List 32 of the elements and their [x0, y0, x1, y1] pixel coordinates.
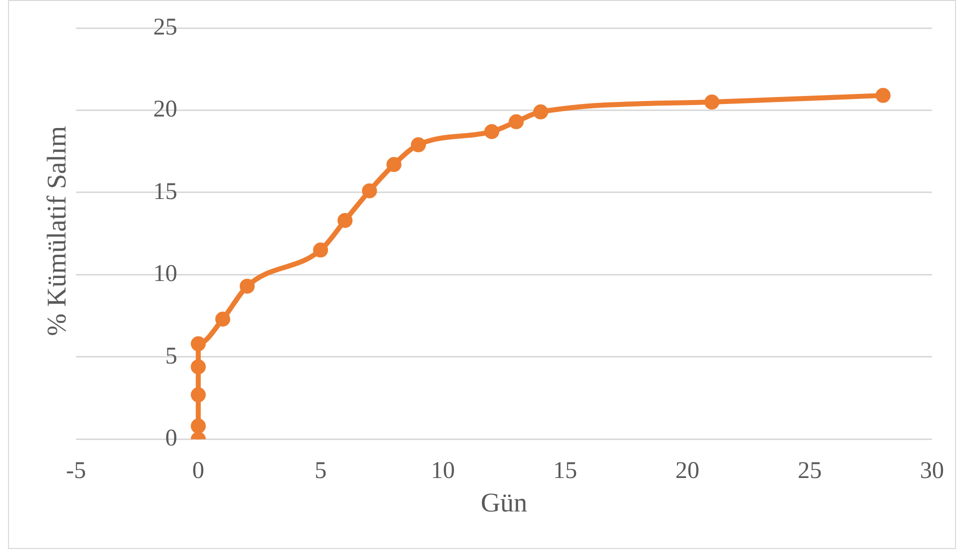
point	[876, 88, 891, 103]
y-tick-label: 15	[153, 178, 178, 205]
point	[190, 387, 206, 402]
y-axis-title: % Kümülatif Salım	[42, 126, 72, 336]
x-tick-label: 25	[798, 458, 822, 484]
point	[533, 104, 548, 120]
x-tick-label: 30	[920, 458, 944, 484]
x-tick-label: 5	[314, 458, 327, 484]
x-axis-title: Gün	[480, 488, 528, 518]
y-tick-label: 5	[165, 343, 178, 370]
x-tick-label: 15	[553, 458, 578, 484]
y-tick-label: 25	[153, 14, 178, 40]
point	[386, 157, 402, 172]
x-tick-label: 20	[675, 458, 700, 484]
point	[338, 212, 353, 228]
point	[313, 242, 328, 258]
point	[362, 183, 377, 198]
point	[410, 137, 426, 152]
point	[190, 418, 206, 434]
x-tick-label: 10	[430, 458, 455, 484]
point	[190, 359, 206, 374]
x-tick-label: 0	[192, 458, 204, 484]
point	[240, 278, 255, 294]
point	[215, 312, 230, 327]
point	[190, 336, 206, 352]
point	[704, 94, 720, 110]
point	[508, 114, 524, 130]
y-tick-label: 10	[153, 261, 178, 288]
x-tick-label: -5	[66, 458, 86, 484]
y-tick-label: 0	[165, 425, 178, 452]
y-tick-label: 20	[153, 96, 178, 123]
point	[484, 124, 500, 140]
